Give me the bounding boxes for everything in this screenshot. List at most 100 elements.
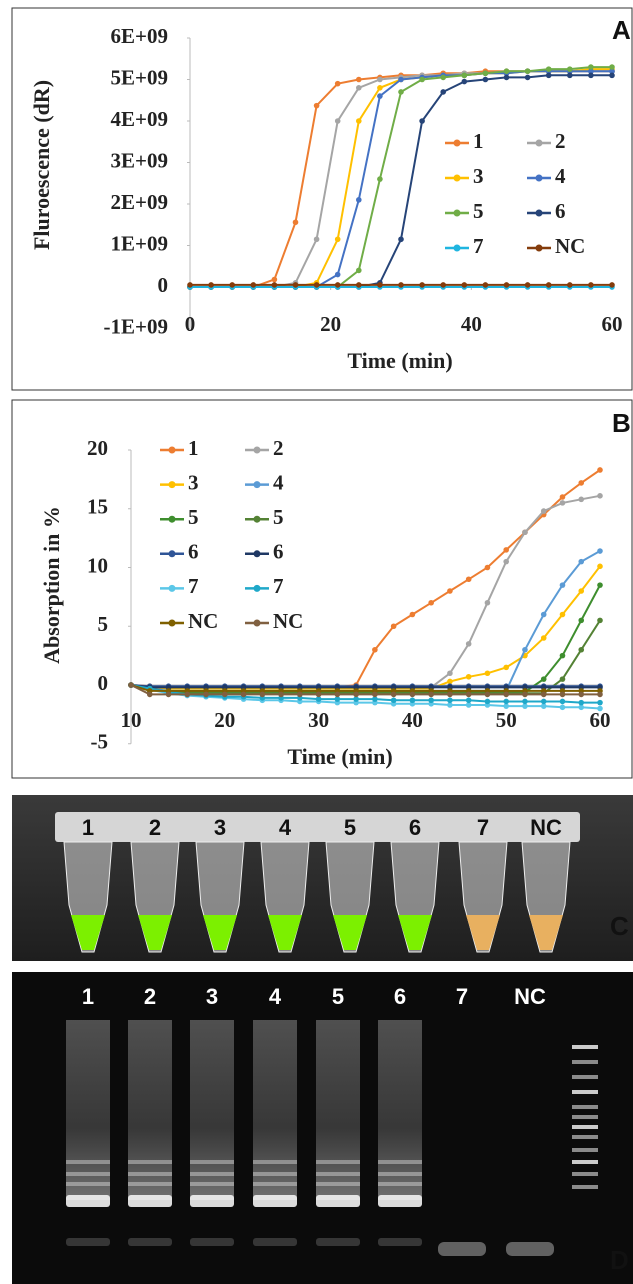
data-point: [334, 696, 341, 702]
data-point: [484, 599, 491, 606]
gel-band: [128, 1182, 172, 1186]
data-point: [356, 282, 362, 288]
legend-swatch-marker: [168, 550, 176, 558]
ladder-band: [572, 1105, 598, 1109]
x-tick-label: 20: [214, 708, 235, 732]
legend-label: 2: [273, 436, 284, 460]
data-point: [447, 697, 453, 704]
y-tick-label: 5E+09: [111, 65, 168, 89]
series-line: [130, 684, 600, 688]
data-point: [465, 691, 472, 698]
data-point: [484, 691, 491, 698]
lane-label: 4: [269, 984, 282, 1009]
y-tick-label: 3E+09: [111, 148, 168, 172]
data-point: [165, 691, 172, 698]
legend-swatch-marker: [453, 174, 461, 182]
data-point: [428, 599, 434, 606]
gel-band: [378, 1172, 422, 1176]
legend-swatch-marker: [168, 446, 176, 454]
data-point: [409, 697, 416, 704]
data-point: [419, 76, 425, 83]
data-point: [390, 691, 397, 698]
data-point: [522, 698, 528, 705]
gel-band: [128, 1195, 172, 1207]
tube-label: 3: [214, 815, 226, 840]
x-tick-label: 40: [461, 312, 482, 336]
data-point: [334, 271, 341, 278]
data-point: [545, 282, 552, 288]
data-point: [447, 702, 453, 708]
data-point: [250, 282, 257, 288]
x-tick-label: 40: [402, 708, 423, 732]
y-tick-label: 6E+09: [111, 24, 168, 48]
legend-label: 5: [273, 505, 284, 529]
tube-liquid: [268, 915, 302, 950]
data-point: [578, 480, 585, 486]
data-point: [398, 76, 404, 83]
data-point: [484, 670, 491, 677]
data-point: [222, 691, 228, 698]
y-tick-label: 20: [87, 436, 108, 460]
data-point: [372, 646, 378, 653]
tube-liquid: [529, 915, 563, 950]
tube-label: NC: [530, 815, 562, 840]
legend-swatch-marker: [253, 481, 261, 489]
data-point: [419, 118, 425, 124]
series-line: [130, 684, 600, 704]
ladder-band: [572, 1125, 598, 1129]
legend-label: 5: [188, 505, 199, 529]
data-point: [482, 282, 489, 288]
gel-band: [66, 1238, 110, 1246]
gel-smear: [66, 1020, 110, 1200]
data-point: [597, 563, 603, 570]
data-point: [482, 70, 489, 77]
legend-swatch-marker: [168, 481, 176, 489]
data-point: [482, 76, 489, 83]
data-point: [372, 691, 378, 698]
x-tick-label: 60: [590, 708, 611, 732]
legend-swatch-marker: [535, 174, 543, 182]
data-point: [315, 691, 322, 698]
data-point: [559, 500, 566, 506]
legend-label: 6: [273, 540, 284, 564]
data-point: [447, 678, 453, 685]
data-point: [503, 698, 510, 705]
gel-band: [190, 1160, 234, 1164]
data-point: [578, 646, 585, 653]
data-point: [229, 282, 235, 288]
data-point: [292, 219, 299, 226]
ladder-band: [572, 1060, 598, 1064]
data-point: [461, 78, 468, 85]
tube-label: 7: [477, 815, 489, 840]
data-point: [313, 282, 320, 288]
gel-band: [190, 1172, 234, 1176]
data-point: [484, 698, 491, 705]
tube-liquid: [203, 915, 237, 950]
data-point: [398, 282, 404, 288]
gel-band: [253, 1238, 297, 1246]
gel-band: [190, 1195, 234, 1207]
gel-band: [316, 1160, 360, 1164]
y-tick-label: 1E+09: [111, 231, 168, 255]
data-point: [522, 703, 528, 709]
legend-swatch-marker: [453, 209, 461, 217]
data-point: [503, 74, 510, 81]
data-point: [540, 508, 547, 514]
data-point: [578, 496, 585, 503]
panel-letter: B: [612, 408, 631, 438]
legend-label: NC: [188, 609, 218, 633]
y-axis-title: Absorption in %: [39, 506, 64, 664]
data-point: [377, 76, 383, 83]
data-point: [503, 68, 510, 74]
legend-label: 5: [473, 199, 484, 223]
tube-label: 6: [409, 815, 421, 840]
gel-band: [378, 1238, 422, 1246]
gel-band: [253, 1160, 297, 1164]
gel-band: [316, 1238, 360, 1246]
tube-strip: [55, 812, 580, 842]
legend-swatch-marker: [253, 515, 261, 523]
legend-swatch-marker: [253, 550, 261, 558]
data-point: [484, 564, 491, 571]
tube-label: 1: [82, 815, 94, 840]
